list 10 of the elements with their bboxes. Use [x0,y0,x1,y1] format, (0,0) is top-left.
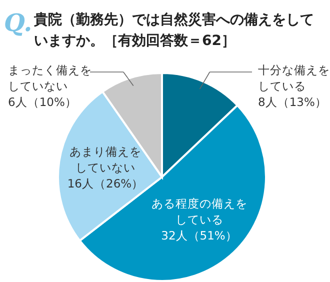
data-label: 6人（10%） [8,95,77,109]
data-label: 8人（13%） [258,95,327,109]
slice-label: 十分な備えをしている [258,63,330,93]
slice-label: あまり備えをしていない [69,144,142,174]
data-label: 16人（26%） [67,176,144,190]
data-label: 32人（51%） [161,228,238,242]
text: Q. [4,8,32,37]
slice-label: まったく備えをしていない [8,63,92,93]
slice-label: ある程度の備えをしている [151,196,248,226]
chart-title: 貴院（勤務先）では自然災害への備えをしていますか。［有効回答数＝62］ [34,10,315,51]
